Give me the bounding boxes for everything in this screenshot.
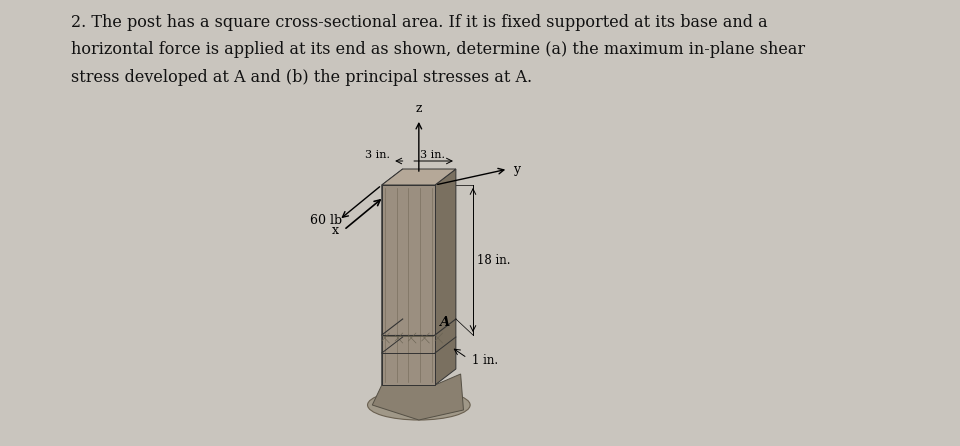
Text: 60 lb: 60 lb bbox=[310, 214, 342, 227]
Polygon shape bbox=[372, 374, 464, 420]
Polygon shape bbox=[382, 169, 456, 185]
Text: 3 in.: 3 in. bbox=[366, 150, 391, 160]
Text: 18 in.: 18 in. bbox=[477, 253, 511, 267]
Polygon shape bbox=[435, 169, 456, 385]
Ellipse shape bbox=[368, 390, 470, 420]
Polygon shape bbox=[382, 169, 402, 385]
Text: z: z bbox=[416, 102, 422, 115]
Text: y: y bbox=[513, 162, 520, 175]
Text: A: A bbox=[439, 316, 449, 329]
Polygon shape bbox=[382, 185, 435, 385]
Text: x: x bbox=[332, 224, 339, 237]
Text: 2. The post has a square cross-sectional area. If it is fixed supported at its b: 2. The post has a square cross-sectional… bbox=[71, 14, 805, 86]
Text: 3 in.: 3 in. bbox=[420, 150, 444, 160]
Text: 1 in.: 1 in. bbox=[472, 355, 498, 368]
